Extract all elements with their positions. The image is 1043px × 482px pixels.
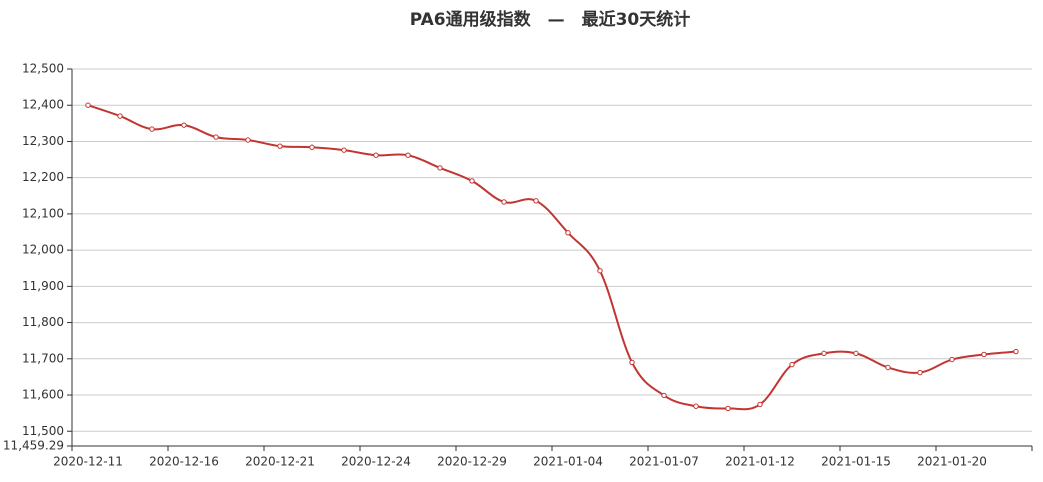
data-point [693,403,699,409]
data-point [437,165,443,171]
y-tick-label: 12,300 [22,134,64,148]
chart-title: PA6通用级指数 — 最近30天统计 [410,9,691,30]
data-point [117,113,123,119]
data-point [341,147,347,153]
data-point [245,137,251,143]
y-tick-label: 11,459.29 [3,439,64,453]
data-point [789,361,795,368]
data-point [373,152,379,158]
x-tick-label: 2021-01-12 [725,455,795,469]
data-point [821,350,827,357]
y-tick-label: 12,200 [22,170,64,184]
y-tick-label: 11,800 [22,315,64,329]
data-point [1013,348,1019,355]
data-point [533,198,539,204]
x-tick-label: 2020-12-24 [341,455,411,469]
data-point [981,351,987,358]
x-tick-label: 2021-01-04 [533,455,603,469]
y-tick-label: 11,700 [22,351,64,365]
x-tick-label: 2020-12-11 [53,455,123,469]
y-tick-label: 12,100 [22,206,64,220]
data-point [725,405,731,412]
x-tick-label: 2020-12-21 [245,455,315,469]
data-point [405,152,411,158]
data-point [885,364,891,371]
data-point [309,144,315,150]
data-point [629,359,635,366]
data-point [469,178,475,184]
data-point [757,401,763,408]
data-point [597,268,603,274]
y-tick-label: 12,000 [22,243,64,257]
y-tick-label: 12,400 [22,98,64,112]
data-point [149,126,155,132]
data-point [277,143,283,149]
y-tick-label: 11,500 [22,424,64,438]
data-point [853,350,859,357]
x-tick-label: 2020-12-29 [437,455,507,469]
y-tick-label: 12,500 [22,62,64,76]
series-line [87,104,1017,411]
x-tick-label: 2020-12-16 [149,455,219,469]
y-tick-label: 11,600 [22,388,64,402]
data-point [917,369,923,376]
y-tick-label: 11,900 [22,279,64,293]
data-point [565,230,571,236]
x-tick-label: 2021-01-20 [917,455,987,469]
data-point [661,392,667,399]
data-point [949,356,955,363]
data-point [181,122,187,128]
data-point [85,102,91,108]
data-point [213,134,219,140]
x-tick-label: 2021-01-07 [629,455,699,469]
x-tick-label: 2021-01-15 [821,455,891,469]
data-point [501,199,507,205]
